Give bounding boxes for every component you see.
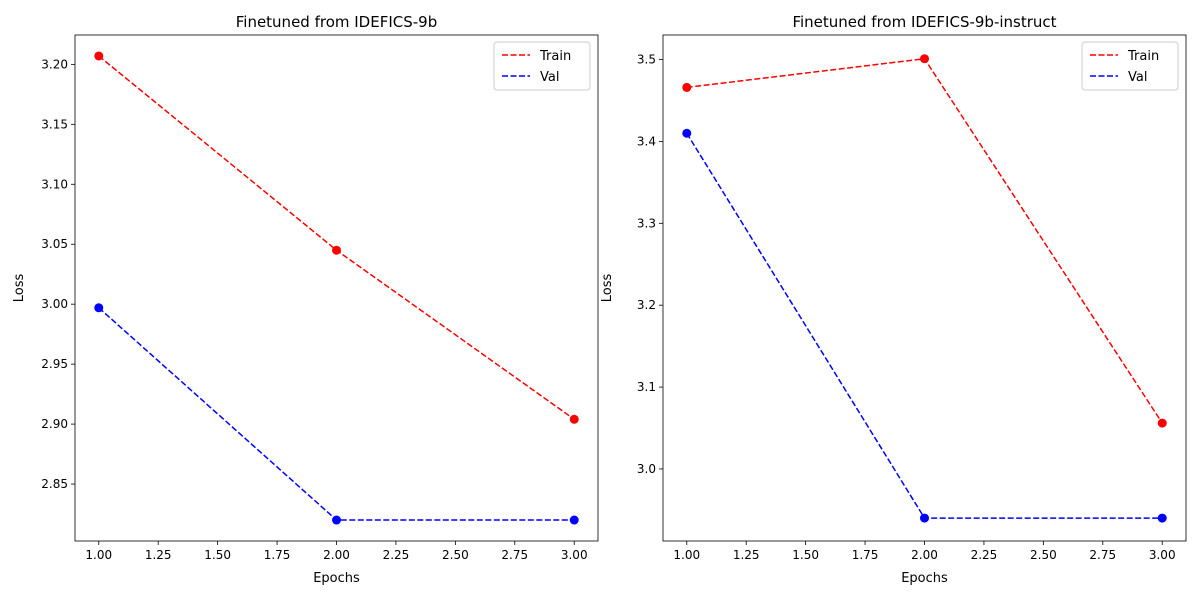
data-point-val — [94, 303, 104, 313]
y-tick-label: 3.3 — [637, 216, 656, 230]
x-tick-label: 1.75 — [852, 548, 879, 562]
series-line-val — [686, 132, 1163, 519]
x-tick-label: 2.00 — [911, 548, 938, 562]
series-line-train — [98, 55, 575, 420]
subplot-left: Finetuned from IDEFICS-9b 1.00 1.25 1.50 1.7… — [12, 13, 599, 586]
data-point-val — [1157, 513, 1167, 523]
y-tick-label: 3.15 — [41, 117, 68, 131]
data-point-train — [332, 245, 341, 255]
x-tick-label: 3.00 — [1149, 548, 1176, 562]
x-tick-label: 2.00 — [323, 548, 350, 562]
data-point-val — [569, 515, 579, 525]
y-tick-label: 3.5 — [637, 53, 656, 67]
x-axis-label: Epochs — [313, 571, 360, 586]
data-point-train — [1157, 418, 1167, 428]
legend-box — [1081, 41, 1179, 91]
data-point-val — [332, 515, 341, 525]
data-point-train — [682, 82, 692, 92]
x-tick-label: 1.25 — [145, 548, 172, 562]
x-tick-label: 2.50 — [442, 548, 469, 562]
legend-label-train: Train — [539, 49, 571, 64]
y-tick-label: 2.85 — [41, 477, 68, 491]
y-tick-label: 3.20 — [41, 57, 68, 71]
series-line-val — [98, 307, 575, 521]
x-tick-label: 2.75 — [501, 548, 528, 562]
x-tick-label: 1.75 — [264, 548, 291, 562]
x-tick-label: 2.25 — [383, 548, 410, 562]
y-axis-label: Loss — [600, 274, 615, 303]
chart-title: Finetuned from IDEFICS-9b — [236, 13, 438, 31]
y-axis-label: Loss — [12, 274, 27, 303]
x-tick-label: 2.25 — [971, 548, 998, 562]
data-point-val — [920, 513, 929, 523]
legend-label-train: Train — [1127, 49, 1159, 64]
y-tick-label: 3.00 — [41, 297, 68, 311]
y-tick-label: 3.05 — [41, 237, 68, 251]
x-axis-label: Epochs — [901, 571, 948, 586]
x-tick-label: 1.50 — [792, 548, 819, 562]
x-tick-label: 1.00 — [673, 548, 700, 562]
legend-label-val: Val — [540, 70, 559, 85]
y-tick-label: 2.95 — [41, 357, 68, 371]
x-tick-label: 1.25 — [733, 548, 760, 562]
plot-frame — [74, 34, 599, 542]
data-point-train — [569, 414, 579, 424]
data-point-train — [920, 54, 929, 64]
chart-title: Finetuned from IDEFICS-9b-instruct — [792, 13, 1056, 31]
series-line-train — [686, 57, 1163, 424]
y-tick-label: 3.2 — [637, 298, 656, 312]
x-tick-label: 3.00 — [561, 548, 588, 562]
data-point-train — [94, 51, 104, 61]
data-point-val — [682, 128, 692, 138]
x-tick-label: 1.50 — [204, 548, 231, 562]
x-tick-label: 2.75 — [1089, 548, 1116, 562]
legend-box — [493, 41, 591, 91]
y-tick-label: 2.90 — [41, 417, 68, 431]
subplot-right: Finetuned from IDEFICS-9b-instruct 1.00 1.… — [600, 13, 1187, 586]
y-tick-label: 3.1 — [637, 380, 656, 394]
plot-frame — [662, 34, 1187, 542]
x-tick-label: 2.50 — [1030, 548, 1057, 562]
legend-label-val: Val — [1128, 70, 1147, 85]
y-tick-label: 3.10 — [41, 177, 68, 191]
y-tick-label: 3.4 — [637, 134, 656, 148]
x-tick-label: 1.00 — [85, 548, 112, 562]
y-tick-label: 3.0 — [637, 462, 656, 476]
